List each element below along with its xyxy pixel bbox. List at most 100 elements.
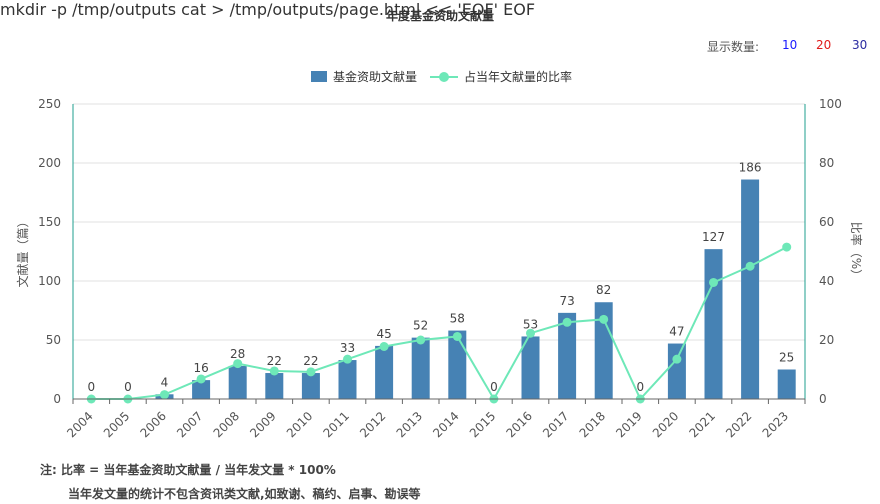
- bar: [265, 373, 284, 399]
- y-left-tick-label: 250: [38, 97, 61, 111]
- bar: [594, 302, 613, 399]
- x-tick-label: 2022: [723, 409, 754, 440]
- bar: [741, 179, 760, 399]
- y-left-tick-label: 150: [38, 215, 61, 229]
- display-count-selector: 显示数量: 10 20 30: [660, 38, 870, 54]
- ratio-point: [343, 354, 352, 364]
- x-tick-label: 2014: [430, 409, 461, 440]
- ratio-point: [526, 328, 535, 338]
- ratio-point: [233, 359, 243, 369]
- bar: [704, 249, 723, 399]
- x-tick-label: 2021: [686, 409, 717, 440]
- ratio-point: [745, 261, 755, 271]
- ratio-point: [160, 390, 169, 400]
- bar-value-label: 4: [161, 375, 169, 389]
- legend-line-swatch: [430, 71, 458, 83]
- bar-value-label: 73: [559, 294, 574, 308]
- x-tick-label: 2020: [650, 409, 681, 440]
- x-tick-label: 2010: [284, 409, 315, 440]
- bar-value-label: 47: [669, 325, 684, 339]
- x-tick-label: 2015: [467, 409, 498, 440]
- ratio-point: [782, 242, 792, 252]
- x-tick-label: 2012: [357, 409, 388, 440]
- y-right-tick-label: 100: [819, 97, 842, 111]
- bar-value-label: 0: [87, 380, 95, 394]
- x-tick-label: 2018: [577, 409, 608, 440]
- y-left-tick-label: 0: [53, 392, 61, 406]
- bar: [667, 343, 686, 399]
- ratio-line: [91, 246, 788, 402]
- y-right-tick-label: 0: [819, 392, 827, 406]
- y-right-axis-title: 比率（%）: [849, 222, 864, 281]
- legend-line-label: 占当年文献量的比率: [464, 70, 573, 84]
- bar: [448, 330, 467, 399]
- ratio-point: [562, 317, 572, 327]
- bar: [411, 337, 430, 399]
- bar: [777, 369, 796, 399]
- y-right-tick-label: 20: [819, 333, 834, 347]
- bar-value-label: 28: [230, 347, 245, 361]
- bar: [228, 365, 247, 399]
- ratio-point: [709, 277, 718, 287]
- x-tick-label: 2017: [540, 409, 571, 440]
- y-left-tick-label: 100: [38, 274, 61, 288]
- bar-value-label: 82: [596, 283, 611, 297]
- x-tick-label: 2023: [760, 409, 791, 440]
- legend-item-line[interactable]: 占当年文献量的比率: [430, 68, 572, 85]
- gridlines: [73, 103, 805, 400]
- bar: [301, 373, 320, 399]
- legend-bar-label: 基金资助文献量: [333, 70, 418, 84]
- bar: [521, 336, 540, 399]
- legend-bar-swatch: [311, 71, 327, 82]
- display-count-30-link[interactable]: 30: [852, 38, 868, 52]
- x-tick-label: 2013: [394, 409, 425, 440]
- bar-value-label: 186: [739, 161, 762, 175]
- ratio-point: [452, 331, 462, 341]
- note-line-2: 当年发文量的统计不包含资讯类文献,如致谢、稿约、启事、勘误等: [68, 487, 421, 501]
- ratio-point: [269, 366, 279, 376]
- x-tick-label: 2006: [137, 409, 168, 440]
- data-labels: 0 0 4 16 28 22 22 33 45 52 58 0 53 73 82 0 47 127 186 25: [87, 161, 794, 394]
- bar-value-label: 16: [193, 361, 208, 375]
- bar-series: [155, 179, 796, 399]
- x-tick-label: 2016: [503, 409, 534, 440]
- ratio-point: [306, 367, 316, 377]
- y-left-tick-label: 50: [46, 333, 61, 347]
- x-tick-label: 2008: [211, 409, 242, 440]
- bar-value-label: 22: [303, 354, 318, 368]
- bar-value-label: 0: [636, 380, 644, 394]
- ratio-point: [416, 335, 426, 345]
- y-right-tick-label: 80: [819, 156, 834, 170]
- bar-value-label: 52: [413, 319, 428, 333]
- ratio-point: [196, 374, 206, 384]
- bar-value-label: 33: [340, 341, 355, 355]
- x-tick-label: 2005: [101, 409, 132, 440]
- display-count-label: 显示数量:: [707, 40, 760, 54]
- legend-item-bar[interactable]: 基金资助文献量: [311, 68, 417, 85]
- ratio-point: [672, 354, 682, 364]
- x-tick-label: 2011: [320, 409, 351, 440]
- ratio-point: [379, 341, 389, 351]
- bar-value-label: 0: [124, 380, 132, 394]
- y-right-tick-label: 60: [819, 215, 834, 229]
- x-tick-label: 2004: [64, 409, 95, 440]
- bar-value-label: 0: [490, 380, 498, 394]
- ratio-point: [599, 314, 609, 324]
- bar-value-label: 53: [523, 317, 538, 331]
- display-count-10-link[interactable]: 10: [782, 38, 798, 52]
- x-tick-label: 2009: [247, 409, 278, 440]
- note-line-1: 注: 比率 = 当年基金资助文献量 / 当年发文量 * 100%: [40, 463, 336, 477]
- chart-title: 年度基金资助文献量: [385, 9, 494, 23]
- bar-value-label: 58: [450, 312, 465, 326]
- display-count-20-link[interactable]: 20: [816, 38, 832, 52]
- y-left-axis-title: 文献量（篇）: [15, 215, 30, 287]
- bar: [338, 360, 357, 399]
- bar: [558, 312, 577, 399]
- y-right-tick-label: 40: [819, 274, 834, 288]
- bar-value-label: 25: [779, 351, 794, 365]
- bar: [192, 380, 211, 399]
- bar-value-label: 22: [267, 354, 282, 368]
- bar-value-label: 45: [376, 327, 391, 341]
